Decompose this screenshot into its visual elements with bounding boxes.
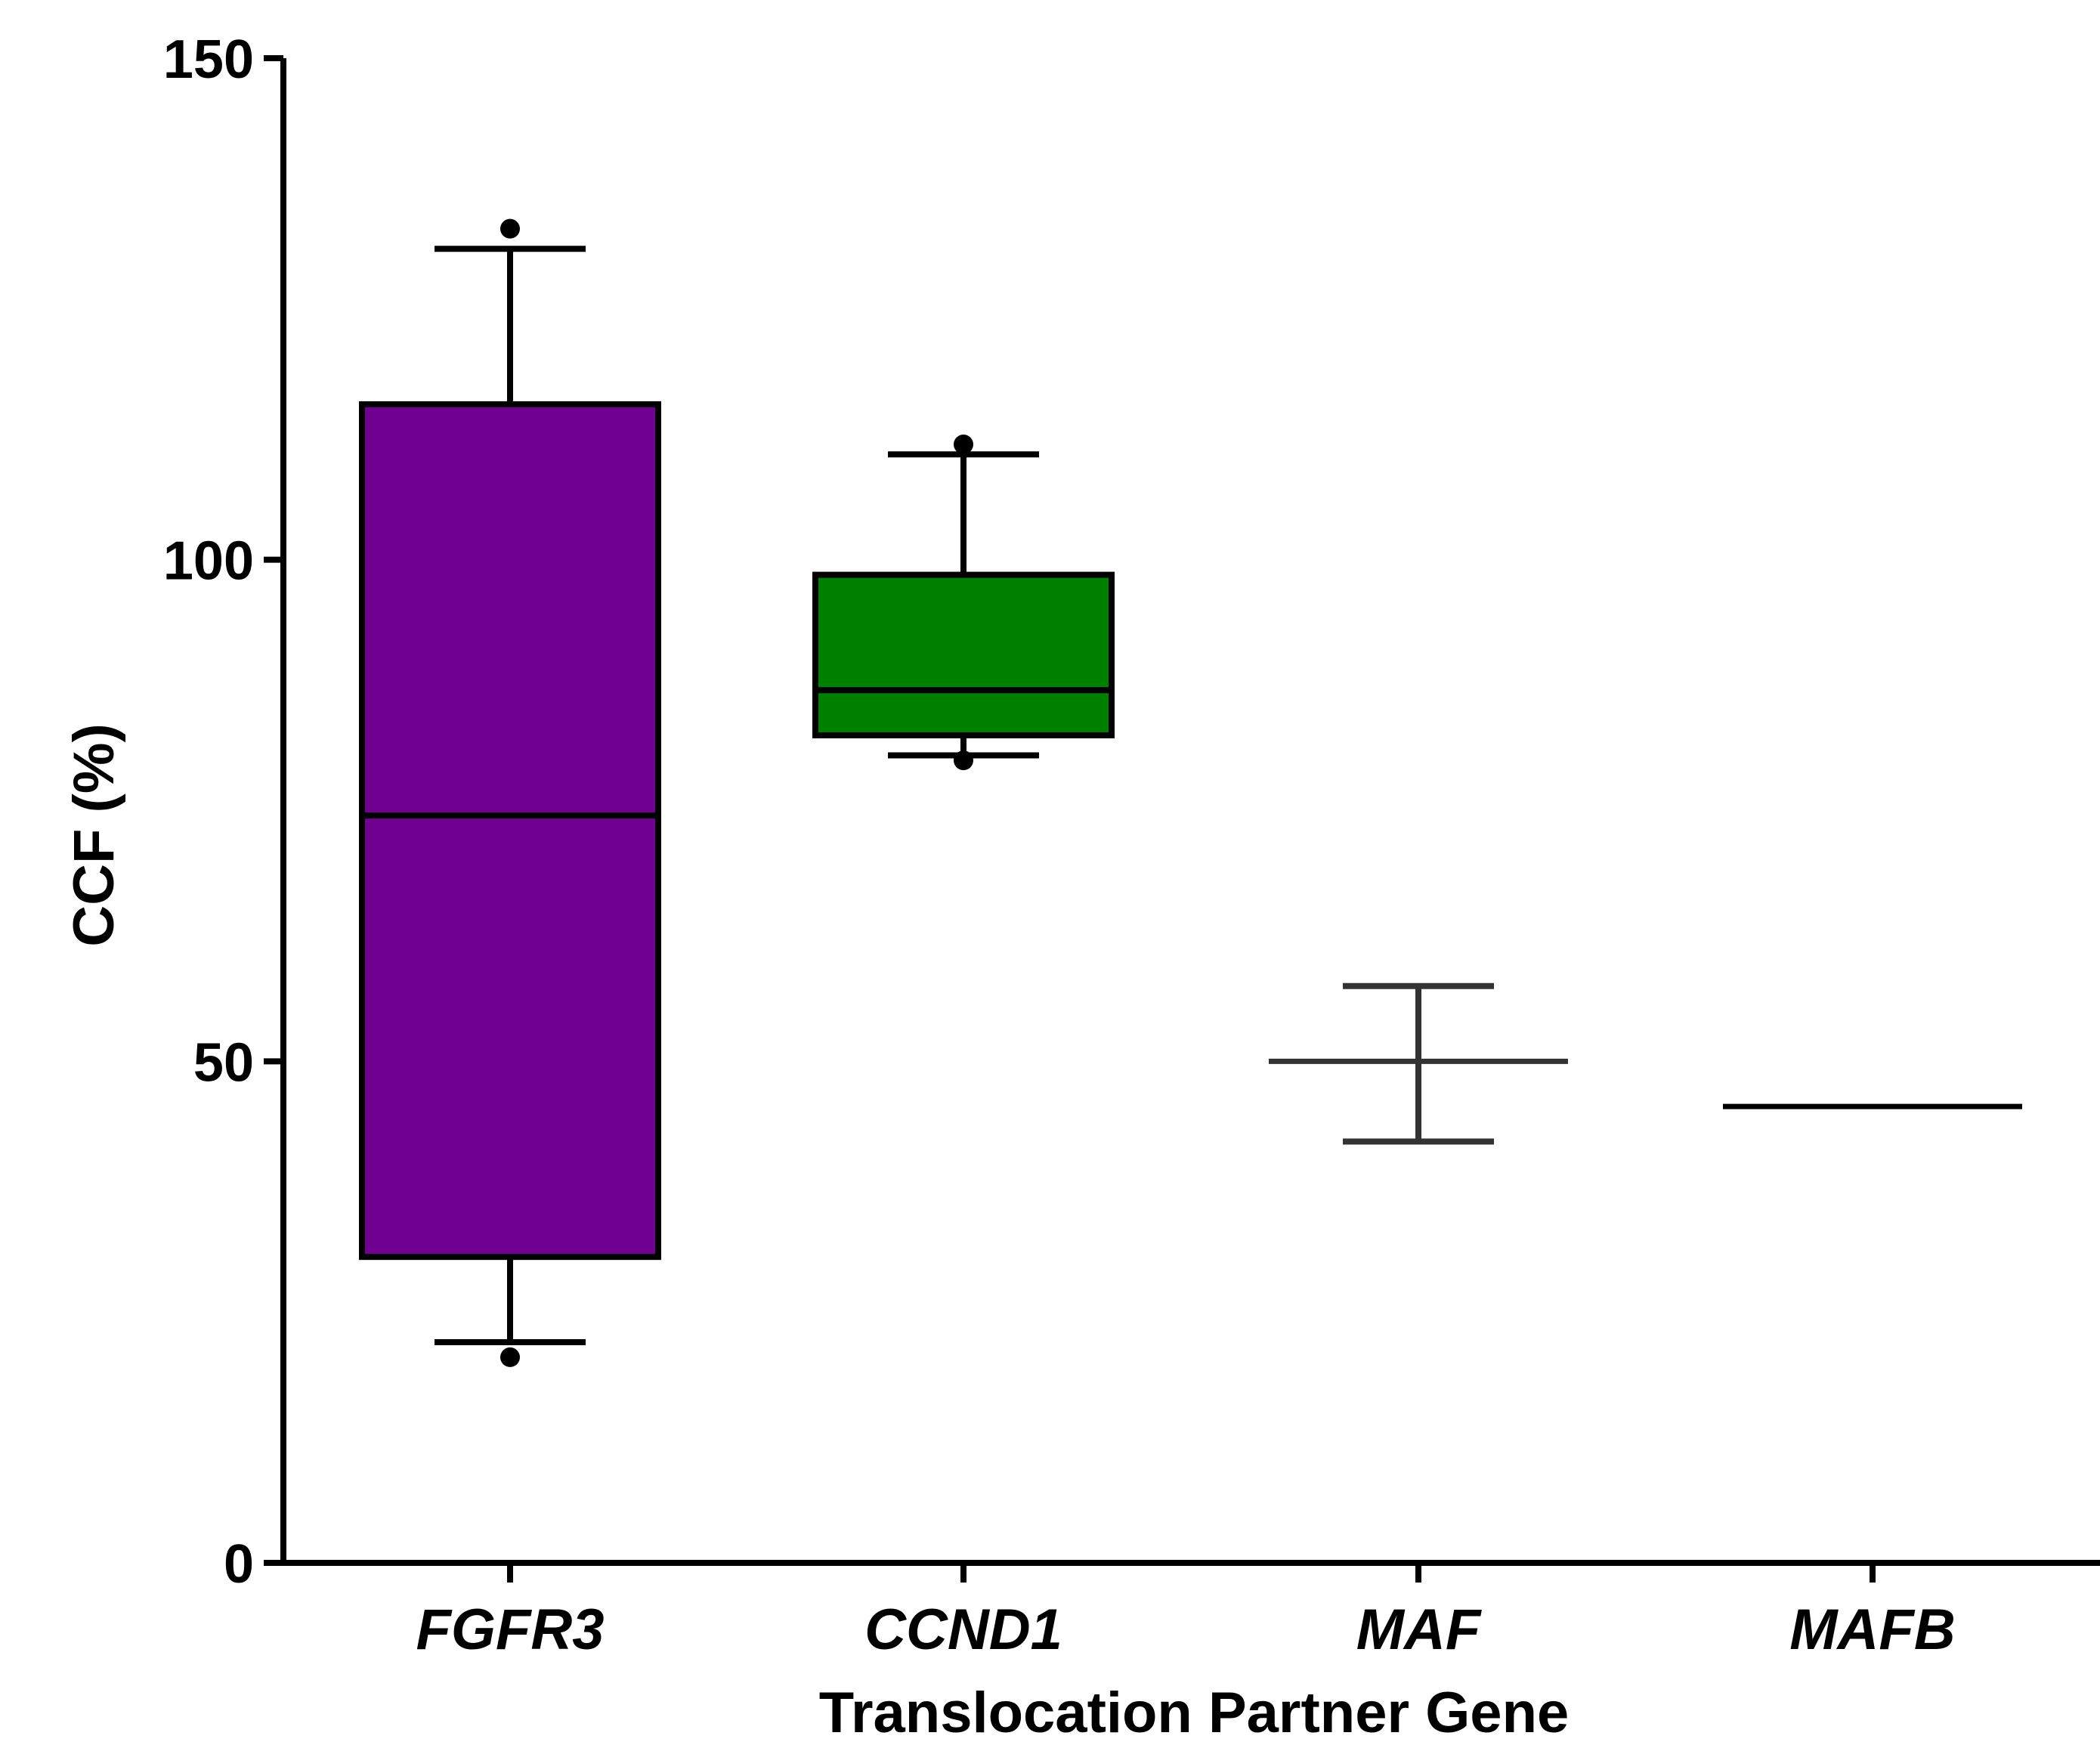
x-axis-title: Translocation Partner Gene xyxy=(819,1681,1570,1745)
box-group-ccnd1 xyxy=(812,435,1115,771)
box-group-maf xyxy=(1269,982,1568,1145)
y-axis-title: CCF (%) xyxy=(62,723,126,947)
box-iqr xyxy=(359,401,661,1261)
y-tick-label: 150 xyxy=(163,29,254,90)
y-tick-label: 100 xyxy=(163,531,254,592)
y-ticks-layer: 0 50 100 150 xyxy=(163,29,283,1595)
x-ticks-layer: FGFR3 CCND1 MAF MAFB xyxy=(416,1563,1956,1662)
outlier-point xyxy=(500,1347,520,1367)
x-tick-label: FGFR3 xyxy=(416,1598,604,1662)
x-tick-label: MAFB xyxy=(1789,1598,1956,1662)
box-iqr xyxy=(812,571,1115,738)
outlier-point xyxy=(954,435,973,455)
x-tick-label: MAF xyxy=(1356,1598,1483,1662)
x-tick-label: CCND1 xyxy=(864,1598,1062,1662)
y-tick-label: 0 xyxy=(224,1534,254,1595)
y-tick-label: 50 xyxy=(193,1032,254,1093)
outlier-point xyxy=(954,750,973,771)
boxes-layer xyxy=(359,218,2022,1367)
outlier-point xyxy=(500,218,520,239)
box-group-fgfr3 xyxy=(359,218,661,1367)
